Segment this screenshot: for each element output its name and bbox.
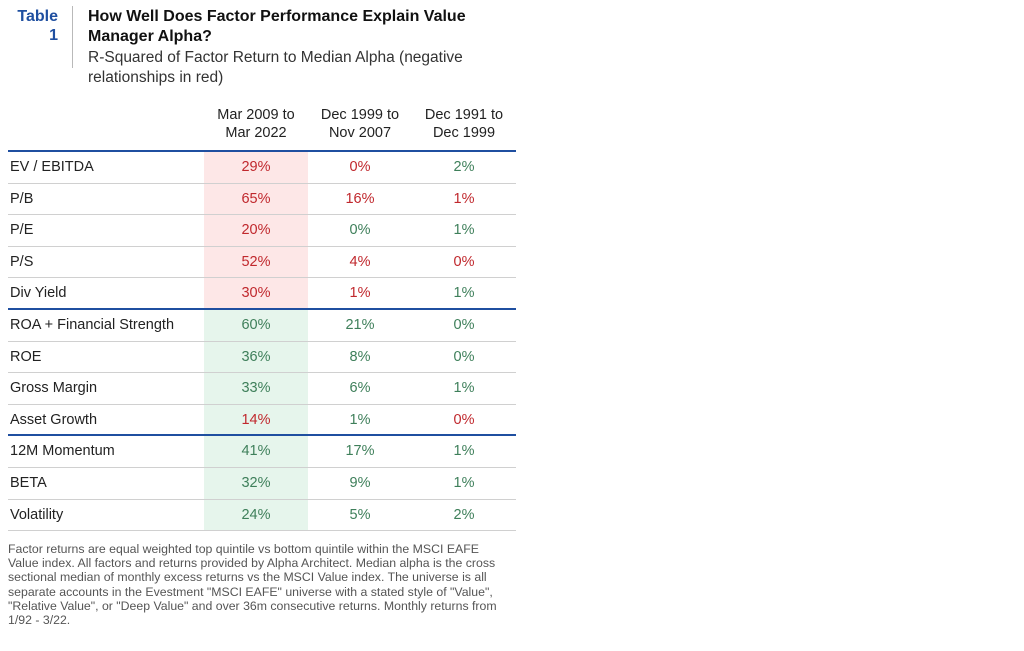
value-cell: 1% [453, 285, 475, 302]
footnote: Factor returns are equal weighted top qu… [8, 542, 497, 628]
value-cell: 36% [204, 341, 308, 373]
table-label: Table 1 [8, 6, 73, 68]
column-header-3: Dec 1991 to Dec 1999 [424, 107, 504, 141]
value-cell: 20% [204, 215, 308, 246]
factor-name: ROA + Financial Strength [10, 316, 175, 333]
value-cell: 1% [453, 222, 475, 239]
table-row: Volatility 24% 5% 2% [8, 499, 516, 532]
value-cell: 32% [204, 467, 308, 499]
factor-name: Div Yield [10, 285, 67, 302]
table-row: Asset Growth 14% 1% 0% [8, 404, 516, 437]
value-cell: 17% [345, 443, 375, 460]
table-row: EV / EBITDA 29% 0% 2% [8, 152, 516, 184]
value-cell: 14% [204, 404, 308, 435]
factor-name: Volatility [10, 506, 64, 523]
factor-name: Asset Growth [10, 411, 98, 428]
table-label-word: Table [17, 8, 58, 25]
value-cell: 24% [204, 499, 308, 531]
value-cell: 0% [453, 411, 475, 428]
value-cell: 41% [204, 436, 308, 467]
table-row: P/E 20% 0% 1% [8, 215, 516, 247]
value-cell: 8% [349, 348, 371, 365]
table-header: Mar 2009 to Mar 2022 Dec 1999 to Nov 200… [8, 104, 516, 150]
table-row: BETA 32% 9% 1% [8, 467, 516, 500]
table-row: P/S 52% 4% 0% [8, 246, 516, 279]
column-header-1: Mar 2009 to Mar 2022 [217, 107, 295, 141]
value-cell: 2% [453, 506, 475, 523]
value-cell: 52% [204, 246, 308, 278]
table-row: Gross Margin 33% 6% 1% [8, 373, 516, 405]
table-subtitle: R-Squared of Factor Return to Median Alp… [88, 49, 463, 86]
factor-name: ROE [10, 348, 42, 365]
value-cell: 9% [349, 474, 371, 491]
table-label-number: 1 [49, 27, 58, 44]
value-cell: 30% [204, 278, 308, 308]
value-cell: 1% [453, 380, 475, 397]
factor-name: P/E [10, 222, 34, 239]
value-cell: 0% [453, 348, 475, 365]
table-title: How Well Does Factor Performance Explain… [88, 8, 466, 45]
table-row: P/B 65% 16% 1% [8, 183, 516, 216]
value-cell: 65% [204, 183, 308, 215]
factor-name: P/S [10, 253, 34, 270]
value-cell: 2% [453, 159, 475, 175]
value-cell: 4% [349, 253, 371, 270]
table-row: ROE 36% 8% 0% [8, 341, 516, 374]
table-body: EV / EBITDA 29% 0% 2% P/B 65% 16% 1% P/E 20% 0% 1% P… [8, 152, 516, 532]
column-header-2: Dec 1999 to Nov 2007 [320, 107, 400, 141]
factor-name: Gross Margin [10, 380, 98, 397]
value-cell: 0% [349, 222, 371, 239]
value-cell: 60% [204, 309, 308, 341]
factor-name: BETA [10, 474, 47, 491]
value-cell: 1% [349, 285, 371, 302]
factor-name: EV / EBITDA [10, 159, 94, 175]
value-cell: 6% [349, 380, 371, 397]
factor-table: Mar 2009 to Mar 2022 Dec 1999 to Nov 200… [8, 104, 516, 532]
table-row: 12M Momentum 41% 17% 1% [8, 436, 516, 468]
value-cell: 0% [453, 316, 475, 333]
table-row: ROA + Financial Strength 60% 21% 0% [8, 309, 516, 342]
factor-name: P/B [10, 190, 34, 207]
value-cell: 0% [349, 159, 371, 175]
value-cell: 1% [453, 443, 475, 460]
value-cell: 16% [345, 190, 375, 207]
value-cell: 0% [453, 253, 475, 270]
table-row: Div Yield 30% 1% 1% [8, 278, 516, 310]
value-cell: 1% [453, 474, 475, 491]
header-rule [8, 150, 516, 152]
value-cell: 1% [453, 190, 475, 207]
value-cell: 1% [349, 411, 371, 428]
value-cell: 29% [204, 152, 308, 183]
factor-name: 12M Momentum [10, 443, 115, 460]
value-cell: 21% [345, 316, 375, 333]
value-cell: 5% [349, 506, 371, 523]
value-cell: 33% [204, 373, 308, 404]
